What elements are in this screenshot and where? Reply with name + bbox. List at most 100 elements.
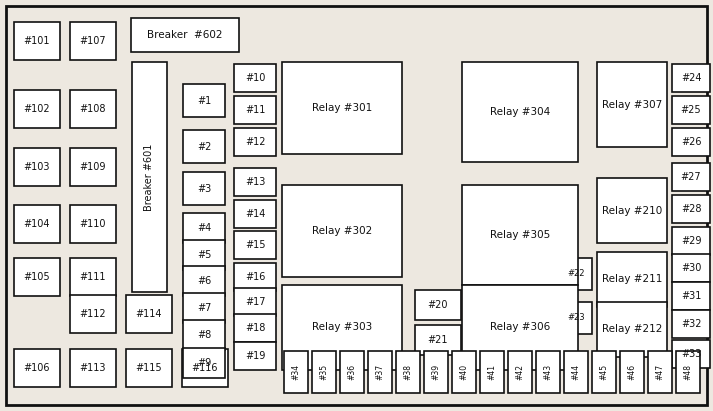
Text: #17: #17 xyxy=(245,297,265,307)
Bar xyxy=(672,163,710,191)
Bar xyxy=(452,351,476,393)
Text: #34: #34 xyxy=(292,364,300,380)
Bar xyxy=(14,90,60,128)
Text: #4: #4 xyxy=(197,223,211,233)
Bar xyxy=(597,252,667,307)
Text: #3: #3 xyxy=(197,183,211,194)
Text: #115: #115 xyxy=(135,363,163,373)
Bar xyxy=(340,351,364,393)
Bar xyxy=(368,351,392,393)
Bar xyxy=(126,349,172,387)
Bar xyxy=(462,62,578,162)
Text: #102: #102 xyxy=(24,104,51,114)
Bar xyxy=(14,148,60,186)
Bar xyxy=(672,96,710,124)
Text: #113: #113 xyxy=(80,363,106,373)
Bar xyxy=(234,342,276,370)
Bar xyxy=(480,351,504,393)
Text: #47: #47 xyxy=(655,364,665,380)
Bar xyxy=(234,314,276,342)
Bar xyxy=(672,254,710,282)
Bar xyxy=(70,258,116,296)
Text: #39: #39 xyxy=(431,364,441,380)
Text: #27: #27 xyxy=(681,172,702,182)
Text: #1: #1 xyxy=(197,95,211,106)
Text: #8: #8 xyxy=(197,330,211,340)
Bar xyxy=(14,22,60,60)
Bar xyxy=(70,90,116,128)
Bar xyxy=(672,310,710,338)
Text: #36: #36 xyxy=(347,364,356,380)
Text: #23: #23 xyxy=(567,314,585,323)
Bar xyxy=(560,258,592,290)
Text: #116: #116 xyxy=(192,363,218,373)
Bar xyxy=(648,351,672,393)
Text: #24: #24 xyxy=(681,73,702,83)
Bar xyxy=(676,351,700,393)
Text: #5: #5 xyxy=(197,250,211,260)
Bar xyxy=(126,295,172,333)
Text: #11: #11 xyxy=(245,105,265,115)
Bar xyxy=(597,62,667,147)
Text: #6: #6 xyxy=(197,276,211,286)
Bar xyxy=(597,178,667,243)
Bar xyxy=(620,351,644,393)
Bar xyxy=(672,282,710,310)
Text: Relay #212: Relay #212 xyxy=(602,325,662,335)
Text: #37: #37 xyxy=(376,364,384,380)
Bar xyxy=(672,227,710,255)
Text: #22: #22 xyxy=(568,270,585,279)
Bar xyxy=(70,22,116,60)
Text: #42: #42 xyxy=(515,364,525,380)
Bar xyxy=(462,185,578,285)
Bar xyxy=(183,348,225,378)
Bar xyxy=(183,84,225,117)
Bar xyxy=(282,62,402,154)
Bar xyxy=(14,258,60,296)
Bar xyxy=(672,195,710,223)
Text: #38: #38 xyxy=(404,364,413,380)
Text: #103: #103 xyxy=(24,162,50,172)
Text: #107: #107 xyxy=(80,36,106,46)
Text: #41: #41 xyxy=(488,364,496,380)
Bar xyxy=(234,168,276,196)
Text: Relay #303: Relay #303 xyxy=(312,323,372,332)
Text: Relay #210: Relay #210 xyxy=(602,206,662,215)
Bar xyxy=(564,351,588,393)
Bar xyxy=(284,351,308,393)
Text: #18: #18 xyxy=(245,323,265,333)
Bar xyxy=(396,351,420,393)
Bar xyxy=(183,172,225,205)
Bar xyxy=(183,213,225,243)
Bar xyxy=(70,148,116,186)
Text: Relay #211: Relay #211 xyxy=(602,275,662,284)
Text: #20: #20 xyxy=(428,300,448,310)
Text: #26: #26 xyxy=(681,137,702,147)
Bar xyxy=(592,351,616,393)
Bar xyxy=(672,340,710,368)
Text: #104: #104 xyxy=(24,219,50,229)
Bar xyxy=(672,128,710,156)
Text: #29: #29 xyxy=(681,236,702,246)
Text: #45: #45 xyxy=(600,364,608,380)
Bar xyxy=(234,263,276,291)
Text: #44: #44 xyxy=(572,364,580,380)
Bar xyxy=(14,205,60,243)
Text: Relay #307: Relay #307 xyxy=(602,99,662,109)
Text: #40: #40 xyxy=(459,364,468,380)
Text: #9: #9 xyxy=(197,358,211,368)
Bar xyxy=(415,325,461,355)
Bar xyxy=(234,231,276,259)
Bar xyxy=(182,349,228,387)
Text: #25: #25 xyxy=(681,105,702,115)
Text: #111: #111 xyxy=(80,272,106,282)
Text: #12: #12 xyxy=(245,137,265,147)
Text: Relay #301: Relay #301 xyxy=(312,103,372,113)
Text: #35: #35 xyxy=(319,364,329,380)
Text: #19: #19 xyxy=(245,351,265,361)
Text: Breaker #601: Breaker #601 xyxy=(145,143,155,211)
Bar xyxy=(415,290,461,320)
Bar xyxy=(70,295,116,333)
Text: #109: #109 xyxy=(80,162,106,172)
Text: #14: #14 xyxy=(245,209,265,219)
